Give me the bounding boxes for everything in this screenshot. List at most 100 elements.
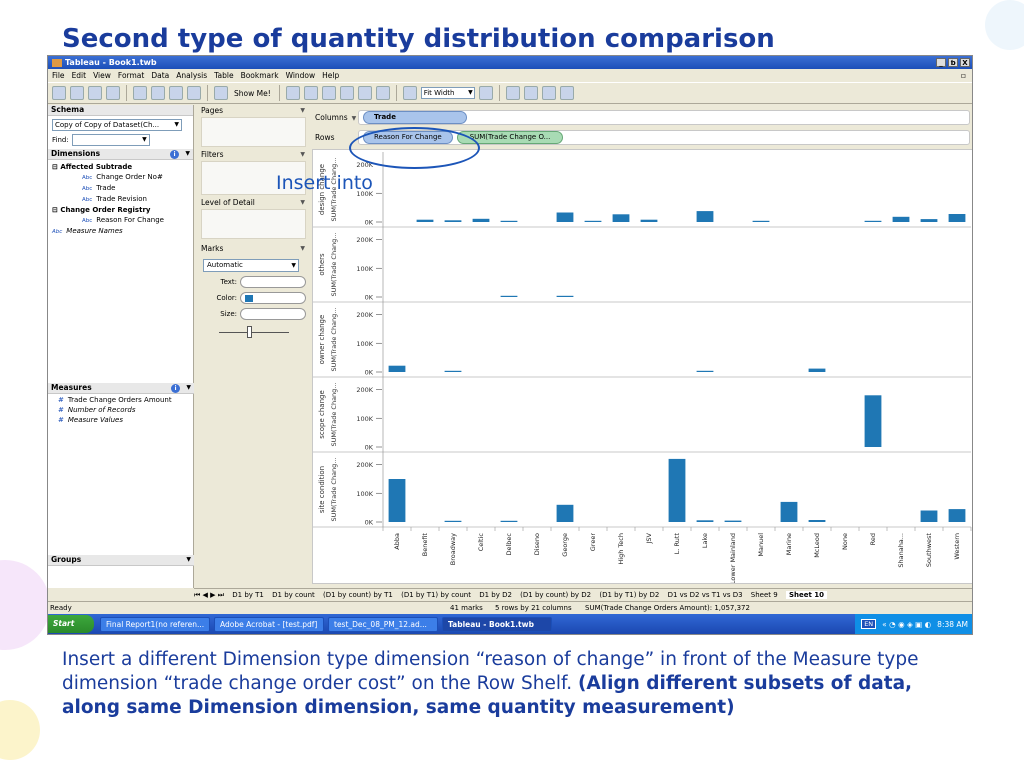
restore-document-icon[interactable]: ▫ [960,71,966,80]
taskbar-item-word[interactable]: Final Report1(no referen... [100,616,210,632]
sheet-tab-active[interactable]: Sheet 10 [785,591,827,599]
swap-icon[interactable] [303,86,318,100]
tree-group-change-order-registry[interactable]: ⊟ Change Order Registry [52,206,151,214]
field-trade-change-orders-amount[interactable]: # Trade Change Orders Amount [58,396,172,404]
filters-shelf[interactable] [201,161,306,195]
menu-edit[interactable]: Edit [71,71,87,80]
menu-table[interactable]: Table [214,71,234,80]
fit-select[interactable]: Fit Width [420,87,475,99]
text-shelf[interactable] [240,276,306,288]
row-header-label: owner change [318,315,326,365]
pointer-tool-icon[interactable] [505,86,520,100]
tree-group-affected-subtrade[interactable]: ⊟ Affected Subtrade [52,163,133,171]
auto-update-icon[interactable] [187,86,201,100]
sort-icon[interactable] [285,86,300,100]
show-me-icon[interactable] [214,86,228,100]
group-icon[interactable] [357,86,372,100]
find-input[interactable] [71,134,150,146]
bar [388,365,406,372]
menu-bookmark[interactable]: Bookmark [240,71,279,80]
columns-shelf-row: Columns ▼ Trade [312,107,972,127]
bar [500,520,518,522]
pages-shelf[interactable] [201,117,306,147]
slider-handle[interactable] [246,326,252,338]
sheet-tab[interactable]: (D1 by count) by D2 [520,591,592,599]
size-shelf[interactable] [240,308,306,320]
viz-area[interactable]: design change SUM(Trade Chang... 0K 100K 200… [312,149,972,584]
field-trade[interactable]: Abc Trade [82,184,116,192]
duplicate-sheet-icon[interactable] [151,86,165,100]
menu-view[interactable]: View [93,71,111,80]
back-icon[interactable] [52,86,66,100]
taskbar-item-test[interactable]: test_Dec_08_PM_12.ad... [328,616,438,632]
menu-file[interactable]: File [52,71,65,80]
bar [416,219,434,222]
dropdown-icon[interactable]: ▼ [185,150,190,157]
sheet-tab[interactable]: D1 vs D2 vs T1 vs D3 [667,591,743,599]
maximize-button[interactable]: ƅ [948,58,958,67]
pan-tool-icon[interactable] [523,86,538,100]
magnify-icon[interactable] [559,86,574,100]
info-icon[interactable]: i [170,150,179,159]
dropdown-icon[interactable]: ▼ [186,556,191,563]
minimize-button[interactable]: _ [936,58,946,67]
x-tick-label: JSV [645,532,653,544]
field-change-order-no[interactable]: Abc Change Order No# [82,173,163,181]
sheet-tab[interactable]: D1 by count [272,591,315,599]
lod-shelf[interactable] [201,209,306,239]
zoom-out-icon[interactable] [402,86,417,100]
labels-icon[interactable] [375,86,390,100]
zoom-tool-icon[interactable] [541,86,556,100]
y-tick-label: 200K [356,386,373,394]
taskbar-item-acrobat[interactable]: Adobe Acrobat - [test.pdf] [214,616,324,632]
field-measure-names[interactable]: Abc Measure Names [52,227,123,235]
row-header-label: scope change [318,390,326,439]
dimensions-header: Dimensions i ▼ [48,149,193,160]
slide-caption: Insert a different Dimension type dimens… [62,649,919,718]
taskbar-item-tableau[interactable]: Tableau - Book1.twb [442,616,552,632]
start-button[interactable]: Start [48,615,94,633]
mark-type-select[interactable]: Automatic [203,259,299,272]
menu-window[interactable]: Window [285,71,316,80]
sheet-tab[interactable]: D1 by T1 [232,591,264,599]
close-button[interactable]: X [960,58,970,67]
info-icon[interactable]: i [171,384,180,393]
menu-help[interactable]: Help [322,71,340,80]
trade-pill[interactable]: Trade [363,110,467,124]
sheet-tab[interactable]: (D1 by count) by T1 [323,591,393,599]
tray-icons[interactable]: « ◔ ◉ ◈ ▣ ◐ [882,619,932,629]
sheet-tab[interactable]: (D1 by T1) by count [401,591,471,599]
forward-icon[interactable] [70,86,84,100]
sheet-tab[interactable]: (D1 by T1) by D2 [599,591,660,599]
menu-data[interactable]: Data [151,71,170,80]
field-reason-for-change[interactable]: Abc Reason For Change [82,216,164,224]
sheet-tab[interactable]: Sheet 9 [750,591,778,599]
field-number-of-records[interactable]: # Number of Records [58,406,136,414]
sheet-tab[interactable]: D1 by D2 [479,591,512,599]
size-slider[interactable] [218,326,289,338]
columns-shelf[interactable]: Trade [358,109,970,125]
datasource-select[interactable]: Copy of Copy of Dataset(Ch... [52,119,182,131]
language-indicator[interactable]: EN [861,619,877,629]
insert-into-annotation: Insert into [276,172,373,194]
menu-analysis[interactable]: Analysis [176,71,208,80]
zoom-in-icon[interactable] [478,86,493,100]
bar [864,220,882,222]
menu-format[interactable]: Format [117,71,145,80]
sheet-nav-icon[interactable]: ⏮ ◀ ▶ ⏭ [194,591,225,599]
sort-ascending-icon[interactable] [321,86,336,100]
dropdown-icon[interactable]: ▼ [186,384,191,391]
save-icon[interactable] [88,86,102,100]
field-trade-revision[interactable]: Abc Trade Revision [82,195,147,203]
filters-label: Filters [201,150,224,159]
field-measure-values[interactable]: # Measure Values [58,416,123,424]
bar [948,214,966,222]
highlight-icon[interactable] [339,86,354,100]
color-shelf[interactable] [240,292,306,304]
marks-card: Marks▼ Automatic Text: Color: Size: [197,243,310,338]
new-worksheet-icon[interactable] [133,86,147,100]
new-datasource-icon[interactable] [106,86,120,100]
show-me-button[interactable]: Show Me! [234,88,271,98]
lod-card: Level of Detail ▼ [197,197,310,239]
clear-sheet-icon[interactable] [169,86,183,100]
